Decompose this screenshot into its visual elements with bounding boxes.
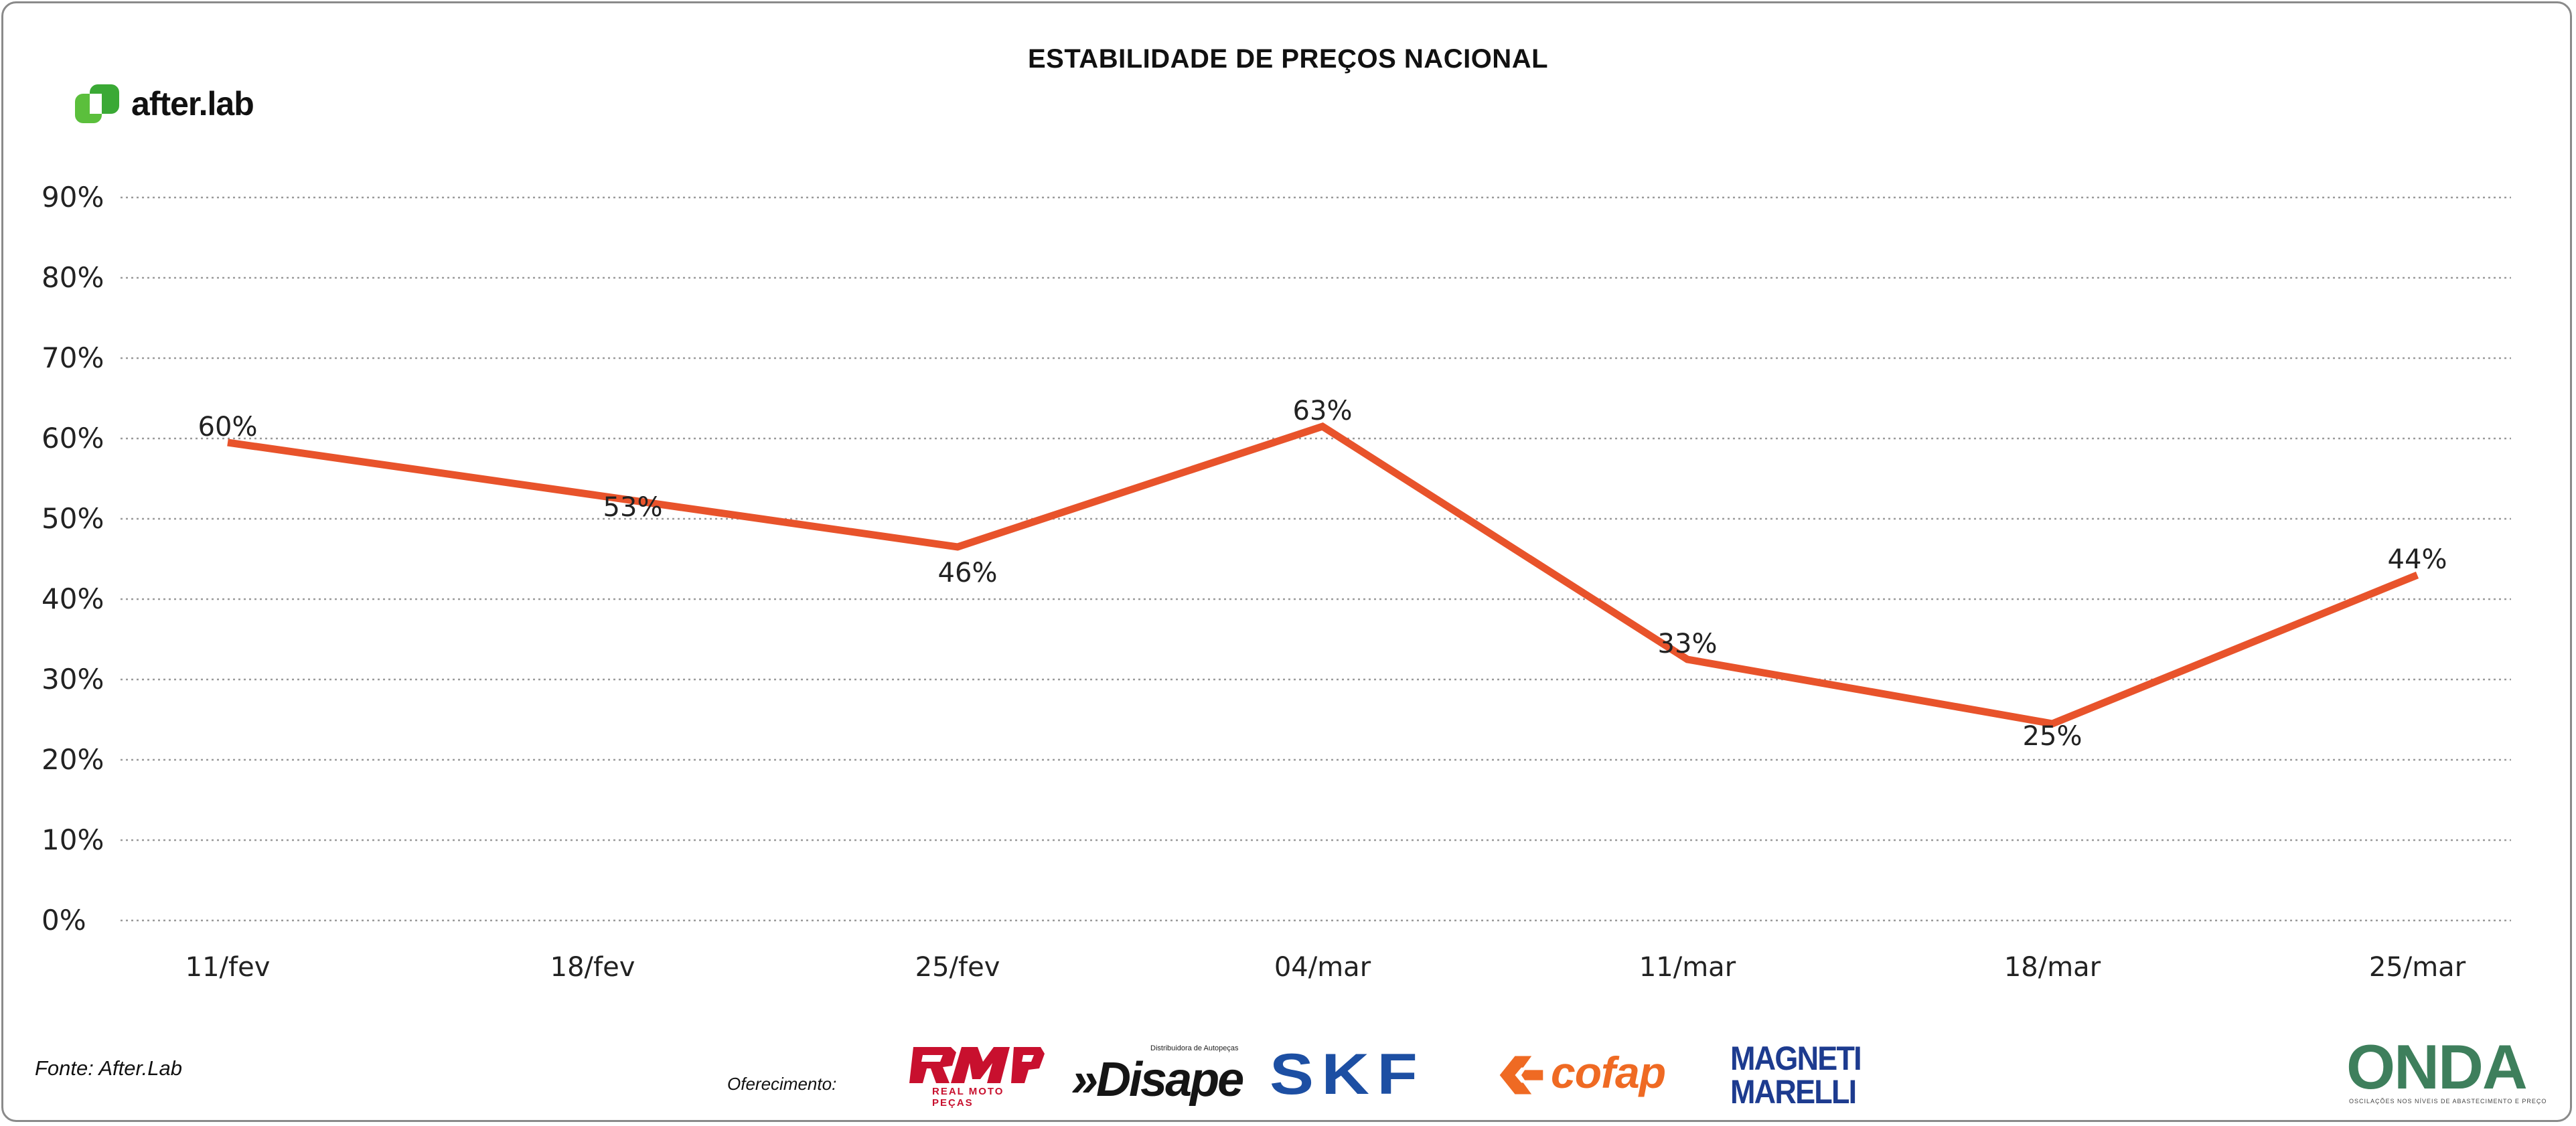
x-axis-tick-labels: 11/fev 18/fev 25/fev 04/mar 11/mar 18/mar 25/m… [185, 952, 2466, 983]
x-tick-label: 25/mar [2369, 952, 2466, 983]
sponsor-label: Oferecimento: [727, 1074, 837, 1094]
disape-logo: Distribuidora de Autopeças »Disape [1071, 1043, 1249, 1107]
data-label: 25% [2023, 721, 2082, 752]
magneti-line: MAGNETI [1730, 1040, 1862, 1077]
disape-name: Disape [1096, 1053, 1244, 1107]
magneti-marelli-logo: MAGNETI MARELLI [1730, 1039, 1871, 1113]
data-label: 46% [938, 558, 998, 588]
cofap-wordmark: cofap [1551, 1048, 1666, 1097]
rmp-logo-mark [909, 1047, 1045, 1083]
y-tick-label: 90% [42, 181, 104, 214]
skf-wordmark: SKF [1270, 1042, 1426, 1107]
x-tick-label: 18/fev [550, 952, 635, 983]
onda-wordmark: ONDA [2346, 1032, 2528, 1102]
rmp-logo: REAL MOTO PEÇAS [909, 1044, 1045, 1109]
data-label: 60% [198, 412, 258, 443]
data-label: 44% [2388, 544, 2447, 575]
onda-logo: ONDA OSCILAÇÕES NOS NÍVEIS DE ABASTECIME… [2346, 1031, 2546, 1105]
source-note: Fonte: After.Lab [35, 1056, 182, 1080]
y-tick-label: 50% [42, 502, 104, 535]
y-tick-label: 0% [42, 904, 86, 937]
after-lab-logo-icon [75, 84, 119, 123]
x-tick-label: 04/mar [1274, 952, 1371, 983]
rmp-tagline: REAL MOTO PEÇAS [932, 1086, 1004, 1109]
y-tick-label: 40% [42, 582, 104, 615]
x-tick-label: 18/mar [2004, 952, 2101, 983]
data-labels: 60% 53% 46% 63% 33% 25% 44% [198, 396, 2447, 752]
marelli-line: MARELLI [1730, 1073, 1857, 1111]
cofap-logo: cofap [1496, 1044, 1708, 1105]
disape-chevron-icon: » [1071, 1053, 1098, 1107]
y-tick-label: 70% [42, 341, 104, 374]
data-label: 53% [603, 492, 663, 523]
data-label: 63% [1293, 396, 1353, 426]
x-tick-label: 11/fev [185, 952, 271, 983]
disape-wordmark: »Disape [1071, 1052, 1244, 1107]
y-tick-label: 10% [42, 823, 104, 856]
onda-tagline: OSCILAÇÕES NOS NÍVEIS DE ABASTECIMENTO E… [2349, 1098, 2547, 1105]
y-tick-label: 20% [42, 743, 104, 776]
after-lab-logo: after.lab [75, 84, 254, 123]
cofap-emblem-icon [1499, 1056, 1543, 1095]
grid-lines [121, 196, 2511, 922]
skf-logo: SKF [1270, 1042, 1464, 1107]
disape-tagline: Distribuidora de Autopeças [1150, 1044, 1239, 1052]
y-axis-tick-labels: 0% 10% 20% 30% 40% 50% 60% 70% 80% 90% [42, 181, 104, 937]
y-tick-label: 60% [42, 422, 104, 455]
data-label: 33% [1658, 629, 1718, 659]
logo-text: after.lab [131, 85, 254, 123]
series-line-group [227, 422, 2419, 728]
y-tick-label: 30% [42, 663, 104, 696]
x-tick-label: 25/fev [915, 952, 1000, 983]
series-line [227, 422, 2419, 728]
chart-title: ESTABILIDADE DE PREÇOS NACIONAL [1027, 44, 1549, 74]
x-tick-label: 11/mar [1639, 952, 1736, 983]
y-tick-label: 80% [42, 261, 104, 294]
